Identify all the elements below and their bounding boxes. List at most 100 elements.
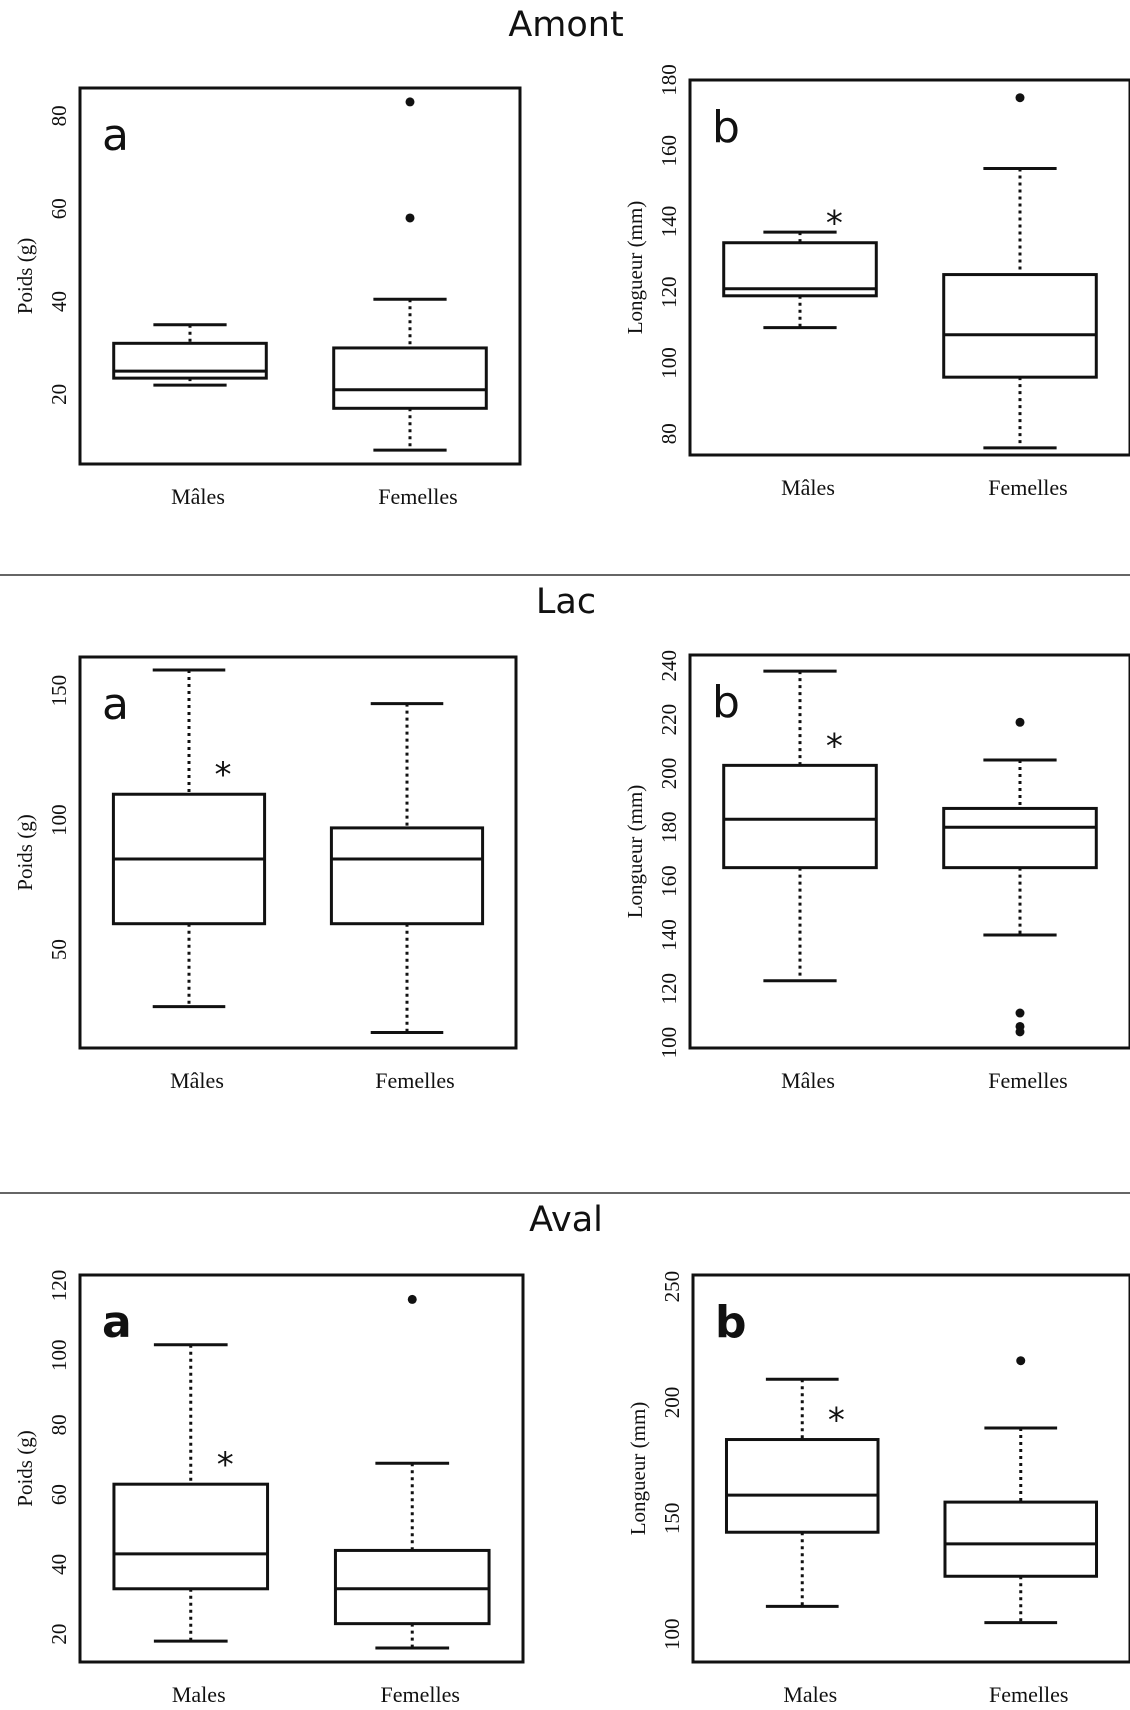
plot-frame: [78, 86, 522, 466]
y-axis-label: Longueur (mm): [623, 201, 647, 335]
y-axis-label: Longueur (mm): [626, 1402, 650, 1536]
plot-frame: [688, 78, 1130, 457]
y-tick-label: 20: [47, 1624, 71, 1645]
y-tick-label: 100: [47, 1339, 71, 1371]
y-tick-label: 100: [47, 804, 71, 836]
x-category-label: Mâles: [781, 475, 835, 500]
y-axis-label: Poids (g): [13, 1430, 37, 1506]
x-category-label: Femelles: [989, 1682, 1068, 1707]
outlier-point: [1015, 93, 1025, 103]
box-femelles: [942, 93, 1098, 450]
y-tick-label: 220: [657, 704, 681, 736]
box-femelles: [943, 1356, 1099, 1625]
x-category-label: Femelles: [988, 1068, 1067, 1093]
box-femelles: [332, 97, 488, 452]
outlier-point: [405, 213, 415, 223]
plot-frame: [688, 653, 1130, 1050]
y-tick-label: 140: [657, 919, 681, 951]
section-title-amont: Amont: [508, 5, 623, 45]
interquartile-box: [112, 1482, 270, 1591]
panel-label: b: [712, 677, 740, 728]
panel-label: a: [102, 110, 129, 161]
chart-panel-aval-a: a 20 40 60 80 100 120 Poids (g) * Males Femelles: [13, 1270, 525, 1707]
plot-frame: [78, 655, 518, 1050]
box-males: *: [112, 1343, 270, 1643]
interquartile-box: [722, 241, 878, 298]
y-axis-label: Poids (g): [13, 814, 37, 890]
y-tick-label: 100: [657, 1027, 681, 1059]
y-tick-label: 150: [660, 1503, 684, 1535]
y-tick-label: 60: [47, 1484, 71, 1505]
box-mâles: *: [722, 669, 878, 983]
chart-panel-lac-a: a 50 100 150 Poids (g) * Mâles Femelles: [13, 655, 518, 1093]
box-mâles: *: [722, 204, 878, 330]
interquartile-box: [329, 826, 485, 926]
y-tick-label: 100: [657, 347, 681, 379]
panel-label: a: [102, 679, 129, 730]
x-category-label: Males: [172, 1682, 226, 1707]
interquartile-box: [724, 1438, 880, 1534]
y-axis-label: Longueur (mm): [623, 785, 647, 919]
y-tick-label: 100: [660, 1618, 684, 1650]
y-tick-label: 60: [47, 198, 71, 219]
y-axis-label: Poids (g): [13, 238, 37, 314]
outlier-point: [407, 1294, 417, 1304]
interquartile-box: [333, 1548, 491, 1626]
x-category-label: Mâles: [170, 1068, 224, 1093]
y-tick-label: 40: [47, 1554, 71, 1575]
chart-panel-lac-b: b 100 120 140 160 180 200 220 240 Longueur (mm) * M…: [623, 650, 1130, 1093]
box-males: *: [724, 1377, 880, 1608]
panel-label: a: [102, 1297, 132, 1348]
y-tick-label: 80: [657, 423, 681, 444]
x-category-label: Mâles: [171, 484, 225, 509]
y-tick-label: 120: [657, 277, 681, 309]
y-tick-label: 120: [657, 973, 681, 1005]
box-femelles: [942, 717, 1098, 1037]
x-category-label: Males: [783, 1682, 837, 1707]
interquartile-box: [332, 346, 488, 410]
box-femelles: [329, 702, 485, 1034]
section-title-aval: Aval: [529, 1200, 603, 1240]
chart-panel-amont-b: b 80 100 120 140 160 180 Longueur (mm) * Mâles Fem…: [623, 64, 1130, 500]
y-tick-label: 50: [47, 939, 71, 960]
y-tick-label: 40: [47, 291, 71, 312]
section-title-lac: Lac: [536, 582, 596, 622]
y-tick-label: 200: [660, 1387, 684, 1419]
y-tick-label: 160: [657, 865, 681, 897]
y-tick-label: 150: [47, 675, 71, 707]
significance-marker: *: [217, 1445, 234, 1485]
plot-frame: [78, 1273, 525, 1664]
y-tick-label: 20: [47, 384, 71, 405]
y-tick-label: 80: [47, 1414, 71, 1435]
significance-marker: *: [215, 755, 232, 795]
interquartile-box: [942, 806, 1098, 870]
chart-panels: a 20 40 60 80 Poids (g) Mâles Femelles b 80 100 120…: [13, 64, 1130, 1707]
box-mâles: *: [111, 668, 267, 1009]
significance-marker: *: [828, 1401, 845, 1441]
outlier-point: [405, 97, 415, 107]
x-category-label: Femelles: [988, 475, 1067, 500]
outlier-point: [1016, 1356, 1026, 1366]
y-tick-label: 160: [657, 135, 681, 167]
chart-panel-aval-b: b 100 150 200 250 Longueur (mm) * Males Femelles: [626, 1271, 1130, 1707]
significance-marker: *: [826, 204, 843, 244]
x-category-label: Femelles: [381, 1682, 460, 1707]
panel-label: b: [715, 1297, 747, 1348]
interquartile-box: [112, 341, 268, 380]
y-tick-label: 250: [660, 1271, 684, 1303]
box-mâles: [112, 323, 268, 387]
interquartile-box: [943, 1500, 1099, 1578]
y-tick-label: 240: [657, 650, 681, 682]
x-category-label: Mâles: [781, 1068, 835, 1093]
panel-label: b: [712, 102, 740, 153]
interquartile-box: [722, 763, 878, 870]
y-tick-label: 120: [47, 1270, 71, 1302]
box-femelles: [333, 1294, 491, 1650]
outlier-point: [1015, 717, 1025, 727]
chart-panel-amont-a: a 20 40 60 80 Poids (g) Mâles Femelles: [13, 86, 522, 509]
y-tick-label: 80: [47, 105, 71, 126]
x-category-label: Femelles: [378, 484, 457, 509]
y-tick-label: 180: [657, 64, 681, 96]
interquartile-box: [942, 273, 1098, 379]
outlier-point: [1015, 1027, 1025, 1037]
